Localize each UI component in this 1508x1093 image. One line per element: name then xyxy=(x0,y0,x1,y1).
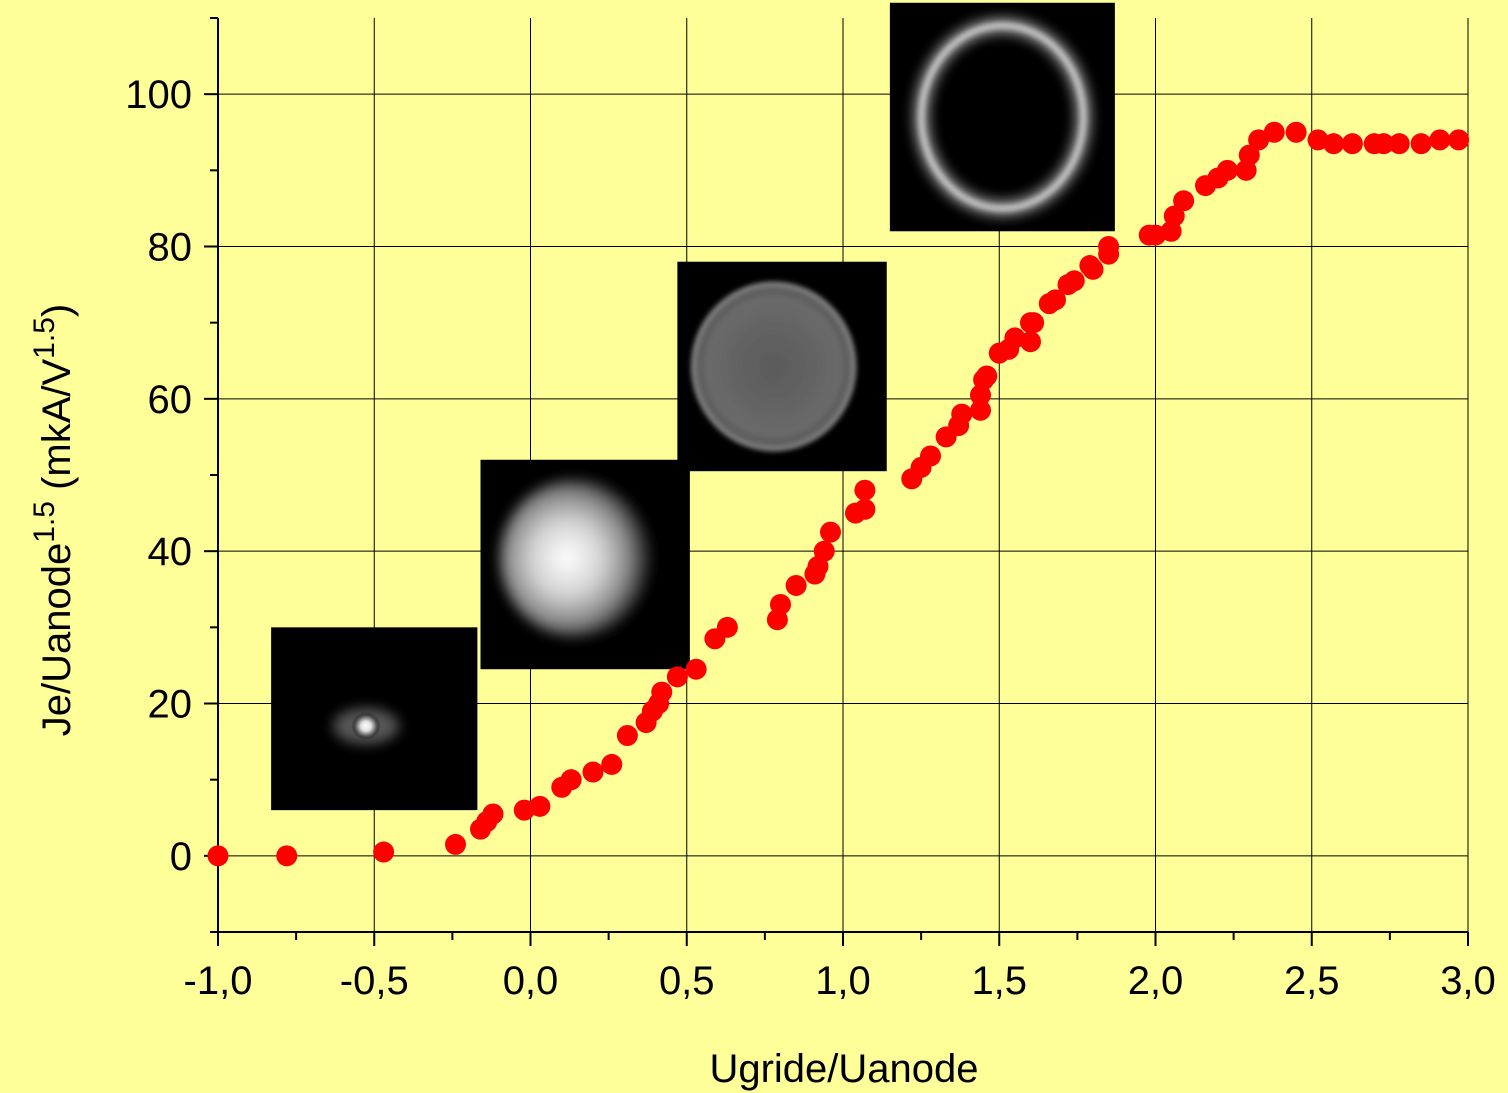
data-point xyxy=(601,753,623,775)
grid xyxy=(218,18,1469,932)
data-point xyxy=(1238,144,1260,166)
data-point xyxy=(1045,289,1066,311)
x-tick-label: 1,5 xyxy=(971,959,1027,1003)
data-point xyxy=(582,761,604,783)
data-point xyxy=(920,445,941,467)
data-point xyxy=(1448,129,1470,151)
data-point xyxy=(770,593,791,615)
data-series xyxy=(207,121,1470,867)
beam-ring xyxy=(918,23,1086,211)
data-point xyxy=(1173,190,1195,212)
beam-inset-4 xyxy=(889,2,1115,232)
data-point xyxy=(445,833,466,855)
y-tick-label: 20 xyxy=(148,683,193,727)
axes xyxy=(217,18,1468,933)
data-point xyxy=(207,845,229,867)
x-tick-label: -0,5 xyxy=(340,959,409,1003)
data-point xyxy=(666,666,688,688)
data-point xyxy=(820,521,841,543)
data-point xyxy=(651,681,673,703)
data-point xyxy=(373,841,395,863)
data-point xyxy=(854,498,876,520)
y-tick-label: 60 xyxy=(148,378,193,422)
data-point xyxy=(1410,133,1432,155)
beam-disc xyxy=(499,478,651,638)
data-point xyxy=(1388,133,1410,155)
data-point xyxy=(1063,270,1085,292)
y-axis-title-unit-close: ) xyxy=(35,304,79,317)
data-point xyxy=(1373,133,1395,155)
data-point xyxy=(1429,129,1451,151)
data-point xyxy=(685,658,707,680)
y-tick-label: 100 xyxy=(125,73,192,117)
y-tick-label: 0 xyxy=(170,835,192,879)
x-tick-label: 0,0 xyxy=(503,959,559,1003)
beam-insets xyxy=(271,2,1115,811)
x-tick-label: 1,0 xyxy=(815,959,871,1003)
data-point xyxy=(482,803,504,825)
data-point xyxy=(1216,159,1238,181)
data-point xyxy=(813,540,835,562)
x-tick-label: 2,5 xyxy=(1284,959,1340,1003)
y-axis-title-unit-exponent: 1.5 xyxy=(28,317,61,359)
data-point xyxy=(529,795,551,817)
x-tick-label: 3,0 xyxy=(1440,959,1496,1003)
data-point xyxy=(1020,331,1041,353)
data-point xyxy=(970,399,991,421)
y-axis-title-unit: (mkA/V xyxy=(35,358,79,501)
data-point xyxy=(1082,258,1104,280)
data-point xyxy=(1341,133,1363,155)
data-point xyxy=(1020,312,1041,334)
data-point xyxy=(1248,129,1270,151)
y-axis-title-base: Je/Uanode xyxy=(35,543,79,736)
data-point xyxy=(616,724,638,746)
y-axis-title: Je/Uanode1.5 (mkA/V1.5) xyxy=(28,304,79,736)
data-point xyxy=(1098,236,1120,257)
x-tick-label: -1,0 xyxy=(184,959,253,1003)
data-point xyxy=(1285,121,1307,143)
data-point xyxy=(951,403,973,425)
beam-ring xyxy=(691,282,856,451)
data-point xyxy=(854,479,876,501)
beam-inset-1 xyxy=(271,627,478,811)
y-tick-label: 40 xyxy=(148,530,193,574)
y-tick-label: 80 xyxy=(148,226,193,270)
data-point xyxy=(276,845,298,867)
beam-inset-2 xyxy=(480,459,690,670)
data-point xyxy=(1323,133,1345,155)
data-point xyxy=(976,365,998,387)
axis-ticks xyxy=(204,17,1469,946)
data-point xyxy=(1163,205,1185,227)
y-axis-title-exponent: 1.5 xyxy=(28,501,61,543)
x-axis-title: Ugride/Uanode xyxy=(709,1047,978,1091)
beam-spot xyxy=(351,712,381,740)
data-point xyxy=(716,616,738,638)
x-tick-label: 2,0 xyxy=(1128,959,1184,1003)
data-point xyxy=(785,574,807,596)
data-point xyxy=(1263,121,1285,143)
x-tick-label: 0,5 xyxy=(659,959,715,1003)
data-point xyxy=(560,769,582,791)
beam-disc xyxy=(694,284,854,449)
beam-inset-3 xyxy=(677,261,887,472)
tick-labels: -1,0 -0,5 0,0 0,5 1,0 1,5 2,0 2,5 3,0 0 20 40 60 80 10… xyxy=(125,73,1496,1003)
